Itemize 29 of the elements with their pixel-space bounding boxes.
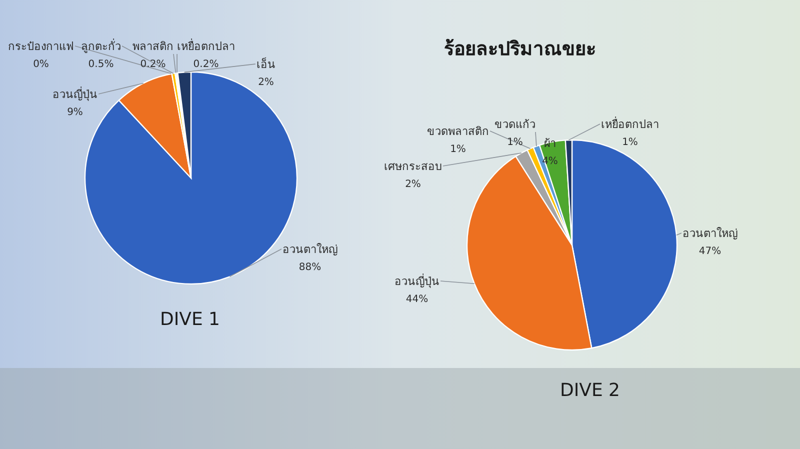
chart-title: ร้อยละปริมาณขยะ <box>444 38 596 60</box>
data-label: 0.2% <box>140 59 166 70</box>
data-label: 0.2% <box>193 59 219 70</box>
slice-label: พลาสติก <box>132 40 174 53</box>
data-label: 47% <box>698 246 722 257</box>
data-label: 44% <box>406 294 428 305</box>
slice-label: อวนญี่ปุ่น <box>52 86 98 101</box>
slice-label: เหยื่อตกปลา <box>177 38 235 53</box>
text: DIVE 1 <box>160 309 220 330</box>
data-label: 1% <box>507 137 523 148</box>
slice-label: เศษกระสอบ <box>384 160 442 173</box>
slice-label: เอ็น <box>256 57 276 71</box>
data-label: 88% <box>298 262 322 273</box>
data-label: 1% <box>450 144 466 155</box>
text: 0% <box>33 59 49 70</box>
slice-label: อวนตาใหญ่ <box>682 227 738 240</box>
data-label: 9% <box>67 107 83 118</box>
slice-label: อวนตาใหญ่ <box>282 243 338 256</box>
text: DIVE 2 <box>560 380 620 401</box>
slice-label: เหยื่อตกปลา <box>601 116 659 131</box>
data-label: 2% <box>258 77 274 88</box>
slice-label: ขวดพลาสติก <box>427 125 489 138</box>
data-label: 0.5% <box>88 59 114 70</box>
data-label: 2% <box>405 179 421 190</box>
category-label: กระป๋องกาแฟ <box>8 40 74 53</box>
slice-label: ลูกตะกั่ว <box>81 38 121 53</box>
data-label: 1% <box>622 137 638 148</box>
slice-label: ขวดแก้ว <box>494 118 536 131</box>
slice-label: อวนญี่ปุ่น <box>394 273 440 288</box>
